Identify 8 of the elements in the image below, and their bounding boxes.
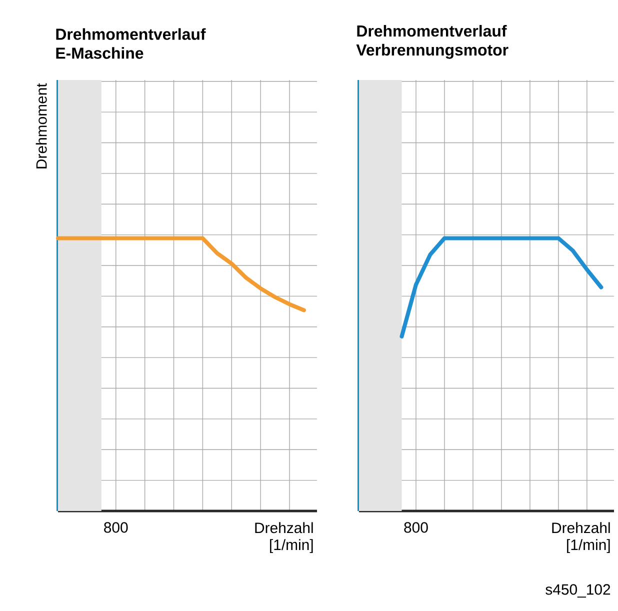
chart-title: Drehmomentverlauf E-Maschine	[56, 28, 206, 59]
x-axis-title: Drehzahl [1/min]	[552, 522, 610, 554]
y-axis-title: Drehmoment	[36, 83, 47, 168]
text: s450_102	[546, 584, 610, 598]
text: 800	[104, 522, 128, 533]
x-axis-title: Drehzahl [1/min]	[255, 522, 313, 554]
chart-title: Drehmomentverlauf Verbrennungsmotor	[356, 24, 508, 59]
text: 800	[404, 522, 428, 533]
